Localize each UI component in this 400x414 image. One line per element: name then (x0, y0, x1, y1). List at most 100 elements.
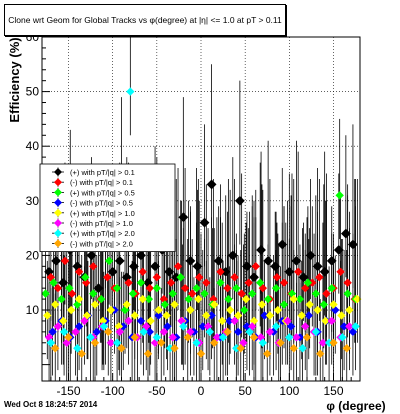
data-point-series-1 (272, 273, 282, 282)
data-point-series-7 (196, 349, 206, 358)
data-point-series-4 (146, 316, 155, 326)
data-point-series-0 (58, 277, 69, 288)
data-point-series-4 (194, 294, 203, 304)
data-point-series-2 (319, 300, 328, 309)
data-point-series-0 (199, 217, 210, 228)
data-point-series-6 (218, 333, 228, 342)
data-point-series-1 (180, 283, 190, 293)
data-point-series-1 (152, 273, 162, 282)
data-point-series-2 (136, 278, 146, 287)
x-tick-label: -50 (148, 384, 166, 398)
data-point-series-2 (152, 283, 162, 293)
data-point-series-7 (157, 338, 166, 347)
data-point-series-1 (237, 289, 246, 298)
legend-label: (-) with pT/|q| > 0.1 (70, 178, 133, 187)
data-point-series-4 (345, 305, 354, 315)
data-point-series-0 (128, 261, 139, 272)
data-point-series-1 (230, 273, 239, 282)
data-point-series-0 (136, 250, 146, 261)
legend-label: (+) with pT/|q| > 0.5 (70, 188, 135, 197)
data-point-series-6 (192, 338, 201, 347)
data-point-series-2 (112, 283, 122, 293)
data-point-series-2 (89, 289, 98, 298)
legend-marker (54, 178, 62, 187)
data-point-series-6 (46, 338, 56, 347)
data-point-series-7 (64, 333, 73, 342)
data-point-series-0 (51, 255, 62, 266)
data-point-series-0 (192, 261, 203, 272)
x-tick-label: 50 (238, 384, 252, 398)
data-point-series-2 (216, 278, 225, 287)
data-point-series-3 (225, 316, 234, 326)
data-point-series-6 (271, 322, 281, 331)
data-point-series-2 (81, 273, 90, 282)
legend-label: (+) with pT/|q| > 0.1 (70, 168, 135, 177)
data-point-series-6 (139, 327, 148, 337)
data-point-series-6 (285, 333, 294, 342)
data-point-series-4 (329, 300, 338, 309)
data-point-series-0 (114, 255, 125, 266)
data-point-series-6 (205, 327, 215, 337)
data-point-series-2 (168, 289, 177, 298)
data-point-series-5 (327, 316, 336, 326)
data-point-series-1 (145, 283, 154, 293)
data-point-series-1 (81, 278, 91, 287)
data-point-series-5 (159, 327, 169, 337)
data-point-series-0 (277, 239, 288, 250)
data-point-series-2 (311, 289, 321, 298)
data-point-series-6 (73, 344, 82, 353)
data-point-series-1 (124, 278, 133, 287)
data-point-series-0 (249, 272, 259, 283)
legend: (+) with pT/|q| > 0.1(-) with pT/|q| > 0… (39, 163, 176, 252)
data-point-series-2 (263, 294, 273, 304)
data-point-series-4 (186, 305, 195, 315)
data-point-series-1 (159, 294, 169, 304)
data-point-series-3 (74, 322, 84, 331)
data-point-series-0 (234, 195, 245, 206)
data-point-series-4 (353, 294, 362, 304)
data-point-series-0 (319, 266, 330, 277)
data-point-series-4 (114, 322, 124, 331)
data-point-series-2 (240, 305, 249, 315)
data-point-series-4 (130, 311, 139, 320)
x-tick-label: -150 (56, 384, 80, 398)
y-tick-label: 50 (26, 85, 40, 99)
data-point-series-1 (343, 278, 352, 287)
legend-marker (54, 168, 62, 176)
data-point-series-5 (53, 322, 63, 331)
data-point-series-0 (107, 266, 118, 277)
data-point-series-2 (144, 294, 154, 304)
data-point-series-7 (329, 338, 338, 347)
data-point-series-5 (71, 327, 80, 337)
data-point-series-4 (106, 305, 116, 315)
data-point-series-7 (183, 333, 192, 342)
data-point-series-2 (248, 289, 257, 298)
data-point-series-4 (313, 305, 322, 315)
data-point-series-0 (305, 250, 316, 261)
timestamp: Wed Oct 8 18:24:57 2014 (4, 400, 98, 409)
data-point-series-4 (218, 316, 227, 326)
data-point-series-7 (77, 349, 86, 358)
data-point-series-4 (43, 311, 52, 320)
data-point-series-7 (316, 349, 325, 358)
data-point-series-4 (51, 300, 60, 309)
data-point-series-0 (312, 261, 323, 272)
data-point-series-3 (145, 327, 154, 337)
x-tick-label: -100 (101, 384, 125, 398)
data-point-series-7 (263, 349, 272, 358)
data-points (41, 87, 362, 358)
data-point-series-1 (308, 278, 317, 287)
data-point-series-4 (241, 294, 251, 304)
data-point-series-2 (57, 294, 66, 304)
data-point-series-4 (305, 300, 314, 309)
data-point-series-4 (162, 311, 171, 320)
data-point-series-3 (136, 316, 146, 326)
data-point-series-7 (276, 338, 285, 347)
data-point-series-7 (51, 344, 60, 353)
data-point-series-1 (251, 262, 260, 271)
data-point-series-7 (249, 333, 259, 342)
data-point-series-7 (210, 338, 219, 347)
data-point-series-4 (265, 311, 275, 320)
data-point-series-7 (104, 327, 113, 337)
